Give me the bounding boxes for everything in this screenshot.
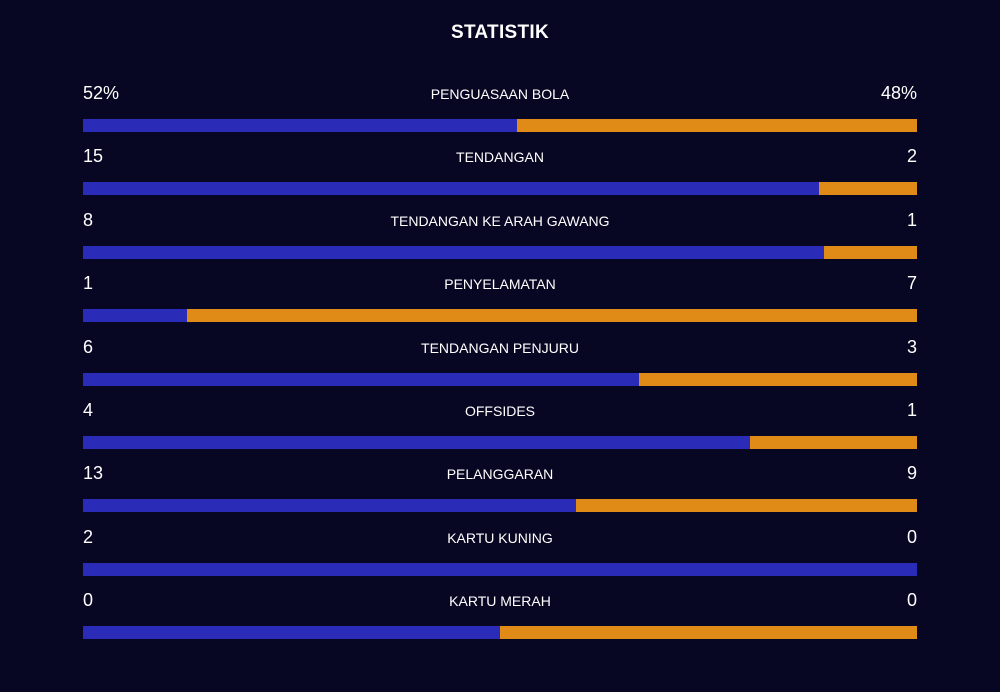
stat-bar (83, 119, 917, 132)
home-value: 52% (83, 83, 120, 103)
stat-row-offsides: 4 OFFSIDES 1 (83, 398, 917, 461)
home-value: 2 (83, 526, 94, 547)
home-bar-segment (83, 562, 917, 576)
stat-bar (83, 499, 917, 513)
home-value: 0 (83, 590, 94, 611)
stat-row-corners: 6 TENDANGAN PENJURU 3 (83, 335, 917, 398)
away-value: 1 (906, 209, 917, 230)
home-bar-segment (83, 245, 825, 259)
away-bar-segment (639, 372, 917, 386)
away-value: 2 (906, 146, 917, 167)
home-value: 8 (83, 209, 94, 230)
stat-row-saves: 1 PENYELAMATAN 7 (83, 271, 917, 334)
home-bar-segment (83, 119, 517, 132)
stat-label: PENYELAMATAN (444, 276, 556, 293)
stat-bar (83, 626, 917, 640)
away-value: 0 (906, 590, 917, 611)
away-bar-segment (750, 435, 917, 449)
away-value: 1 (906, 399, 917, 420)
stat-label: PELANGGARAN (446, 466, 554, 483)
stat-bar (83, 309, 917, 323)
stat-label: TENDANGAN (456, 149, 544, 166)
stat-bar (83, 245, 917, 259)
away-bar-segment (516, 119, 917, 132)
away-value: 48% (880, 83, 917, 103)
home-bar-segment (83, 309, 188, 323)
stats-title: STATISTIK (450, 22, 550, 43)
stat-bar (83, 372, 917, 386)
home-value: 4 (83, 399, 94, 420)
stats-list: 52% PENGUASAAN BOLA 48% 15 TENDANGAN 2 8… (83, 81, 917, 652)
away-bar-segment (187, 309, 917, 323)
home-bar-segment (83, 626, 500, 640)
home-value: 15 (83, 146, 104, 167)
stat-label: OFFSIDES (464, 402, 535, 419)
stat-row-shots-on-target: 8 TENDANGAN KE ARAH GAWANG 1 (83, 208, 917, 271)
stat-label: TENDANGAN KE ARAH GAWANG (390, 212, 610, 229)
away-value: 0 (906, 526, 917, 547)
stat-label: PENGUASAAN BOLA (430, 86, 570, 102)
stat-bar (83, 435, 917, 449)
stat-bar (83, 182, 917, 196)
stat-label: KARTU MERAH (449, 593, 551, 610)
home-value: 13 (83, 463, 104, 484)
home-value: 6 (83, 336, 94, 357)
home-bar-segment (83, 182, 819, 196)
stat-label: KARTU KUNING (447, 529, 553, 546)
away-value: 7 (906, 273, 917, 294)
away-bar-segment (824, 245, 917, 259)
away-bar-segment (818, 182, 917, 196)
home-value: 1 (83, 273, 94, 294)
stat-bar (83, 562, 917, 576)
away-value: 9 (906, 463, 917, 484)
home-bar-segment (83, 435, 751, 449)
stat-row-yellow-cards: 2 KARTU KUNING 0 (83, 525, 917, 588)
home-bar-segment (83, 372, 640, 386)
away-value: 3 (906, 336, 917, 357)
stat-row-red-cards: 0 KARTU MERAH 0 (83, 588, 917, 651)
stat-label: TENDANGAN PENJURU (421, 339, 579, 356)
stat-row-fouls: 13 PELANGGARAN 9 (83, 461, 917, 524)
away-bar-segment (500, 626, 917, 640)
home-bar-segment (83, 499, 576, 513)
stat-row-possession: 52% PENGUASAAN BOLA 48% (83, 81, 917, 144)
away-bar-segment (575, 499, 917, 513)
stat-row-shots: 15 TENDANGAN 2 (83, 144, 917, 207)
